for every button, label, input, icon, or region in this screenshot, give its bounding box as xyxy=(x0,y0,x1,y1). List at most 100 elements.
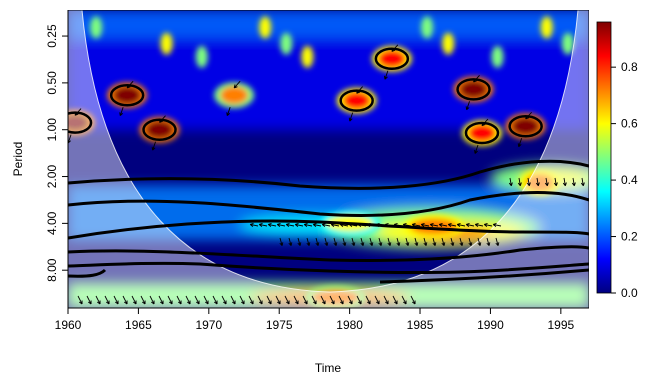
phase-arrow xyxy=(267,223,277,227)
phase-arrow xyxy=(474,144,479,154)
phase-arrow xyxy=(126,80,134,89)
phase-arrow xyxy=(104,295,110,305)
phase-arrow xyxy=(393,223,403,227)
phase-arrow xyxy=(369,237,374,247)
hotspot-small xyxy=(160,32,173,55)
phase-arrow xyxy=(526,177,531,187)
phase-arrow xyxy=(459,237,464,247)
x-tick-label: 1995 xyxy=(547,318,574,332)
y-tick-label: 0.50 xyxy=(45,71,59,95)
phase-arrow xyxy=(391,44,399,52)
phase-arrow xyxy=(360,237,365,247)
hotspot-small xyxy=(301,45,314,68)
phase-arrow xyxy=(357,223,367,227)
hotspot-contour xyxy=(464,121,500,145)
phase-arrow xyxy=(303,223,313,227)
phase-arrow xyxy=(221,295,227,305)
hotspot-small xyxy=(491,45,504,68)
x-axis: 1960 1965 1970 1975 1980 1985 1990 1995 xyxy=(55,307,589,332)
hotspot-small xyxy=(540,16,553,39)
colorbar-ticks: 0.0 0.2 0.4 0.6 0.8 xyxy=(611,60,638,300)
x-tick-label: 1970 xyxy=(195,318,222,332)
phase-arrow xyxy=(212,295,218,305)
hotspot-small xyxy=(259,16,272,39)
phase-arrow xyxy=(230,295,236,305)
phase-arrow xyxy=(302,295,308,305)
phase-arrow xyxy=(486,237,491,247)
hotspot xyxy=(511,117,540,136)
colorbar-tick-label: 0.6 xyxy=(621,117,638,131)
x-tick-label: 1985 xyxy=(407,318,434,332)
hotspot-contour xyxy=(456,78,491,101)
hotspot-contour xyxy=(142,118,177,141)
plot-area xyxy=(68,10,589,308)
x-tick-label: 1960 xyxy=(55,318,82,332)
hotspot-small xyxy=(442,32,455,55)
phase-arrows xyxy=(68,44,585,305)
phase-arrow xyxy=(276,223,286,227)
colorbar-gradient xyxy=(596,21,612,294)
phase-arrow xyxy=(396,237,401,247)
phase-arrow xyxy=(414,237,419,247)
phase-arrow xyxy=(74,108,82,116)
phase-arrow xyxy=(474,223,484,227)
phase-arrow xyxy=(517,138,523,148)
phase-arrow xyxy=(185,295,191,305)
phase-arrow xyxy=(473,75,480,83)
phase-arrow xyxy=(465,101,470,111)
phase-arrow xyxy=(140,295,146,305)
phase-arrow xyxy=(339,223,349,227)
phase-arrow xyxy=(131,295,137,305)
phase-arrow xyxy=(294,223,304,227)
phase-arrow xyxy=(86,295,92,305)
phase-arrow xyxy=(441,237,446,247)
hotspot-small xyxy=(280,32,293,55)
phase-arrow xyxy=(233,80,241,89)
phase-arrow xyxy=(342,237,347,247)
phase-arrow xyxy=(77,295,83,305)
hotspot xyxy=(113,86,142,105)
phase-arrow xyxy=(375,223,385,227)
hotspot-contour xyxy=(339,89,374,112)
phase-arrow xyxy=(288,237,293,247)
phase-arrow xyxy=(306,237,311,247)
phase-arrow xyxy=(468,237,473,247)
colorbar-tick-label: 0.8 xyxy=(621,60,638,74)
phase-arrow xyxy=(348,112,354,122)
phase-arrow xyxy=(275,295,281,305)
phase-arrow xyxy=(429,223,439,227)
phase-arrow xyxy=(495,237,500,247)
phase-arrow xyxy=(338,295,344,305)
phase-arrow xyxy=(329,295,335,305)
y-axis-title: Period xyxy=(11,142,25,177)
phase-arrow xyxy=(324,237,329,247)
y-tick-label: 4.00 xyxy=(45,211,59,235)
phase-arrow xyxy=(113,295,119,305)
hotspot xyxy=(342,91,371,110)
phase-arrow xyxy=(285,223,295,227)
phase-arrow xyxy=(249,223,259,227)
phase-arrow xyxy=(432,237,437,247)
y-axis: 0.25 0.50 1.00 2.00 4.00 8.00 xyxy=(45,10,69,308)
phase-arrow xyxy=(122,295,128,305)
phase-arrow xyxy=(411,223,421,227)
phase-arrow xyxy=(483,223,493,227)
phase-arrow xyxy=(535,177,540,187)
phase-arrow xyxy=(356,295,362,305)
hotspot-contour xyxy=(109,83,145,107)
phase-arrow xyxy=(378,237,383,247)
x-axis-title: Time xyxy=(315,361,342,375)
hotspot xyxy=(467,124,496,143)
x-tick-label: 1975 xyxy=(266,318,293,332)
hotspot-small xyxy=(561,32,574,55)
phase-arrow xyxy=(553,177,558,187)
phase-arrow xyxy=(405,237,410,247)
phase-arrow xyxy=(374,295,380,305)
hotspot xyxy=(220,86,249,105)
phase-arrow xyxy=(330,223,340,227)
phase-arrow xyxy=(158,295,164,305)
phase-arrow xyxy=(351,237,356,247)
phase-arrow xyxy=(477,237,482,247)
phase-arrow xyxy=(492,223,502,227)
phase-arrow xyxy=(312,223,322,227)
